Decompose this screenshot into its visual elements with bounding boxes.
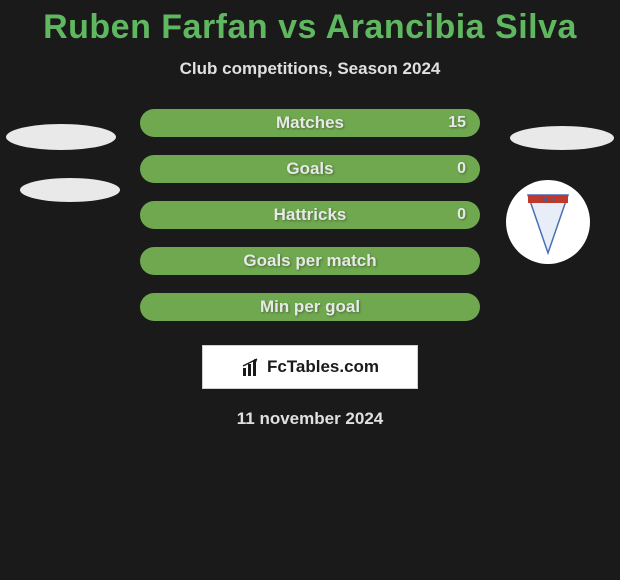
chart-bars-icon [241,356,263,378]
stat-value-right: 0 [457,206,466,224]
attribution-box: FcTables.com [202,345,418,389]
attribution-inner: FcTables.com [203,346,417,388]
stat-value-right: 15 [448,114,466,132]
stat-bar-hattricks: Hattricks 0 [140,201,480,229]
stat-value-right: 0 [457,160,466,178]
attribution-text: FcTables.com [267,357,379,377]
date-text: 11 november 2024 [0,409,620,429]
stat-label: Min per goal [260,297,360,317]
stat-label: Matches [276,113,344,133]
page-subtitle: Club competitions, Season 2024 [0,59,620,79]
stat-label: Goals [286,159,333,179]
stat-label: Goals per match [243,251,376,271]
stat-label: Hattricks [274,205,347,225]
page-title: Ruben Farfan vs Arancibia Silva [0,8,620,47]
stat-rows: Matches 15 Goals 0 Hattricks 0 Goals per… [0,109,620,321]
main-container: Ruben Farfan vs Arancibia Silva Club com… [0,0,620,429]
stat-bar-min-per-goal: Min per goal [140,293,480,321]
stat-bar-matches: Matches 15 [140,109,480,137]
stat-bar-goals: Goals 0 [140,155,480,183]
stat-bar-goals-per-match: Goals per match [140,247,480,275]
